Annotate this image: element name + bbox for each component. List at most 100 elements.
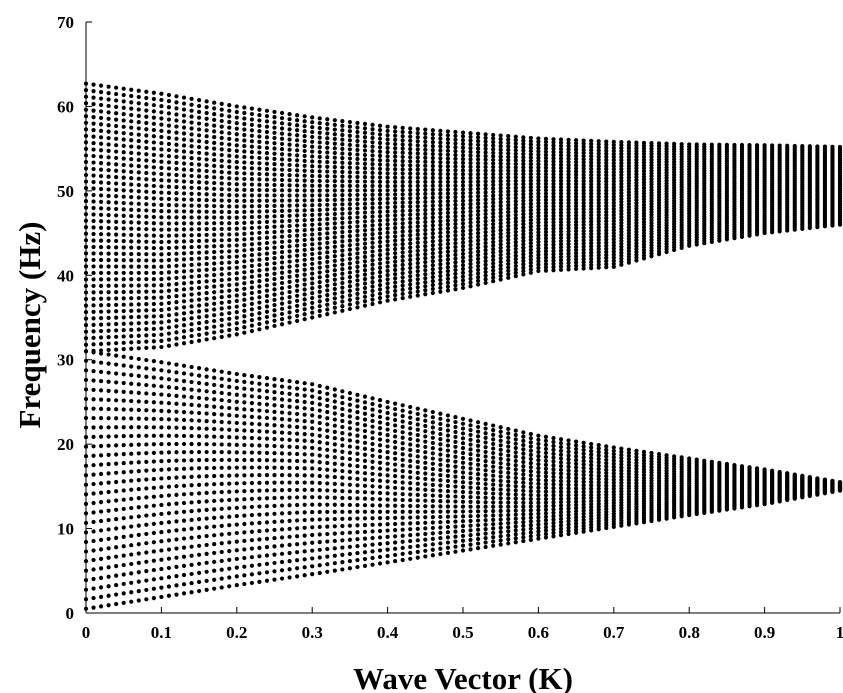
upper-branch-point bbox=[408, 134, 413, 139]
upper-branch-point bbox=[249, 258, 254, 263]
upper-branch-point bbox=[475, 271, 481, 276]
lower-branch-point bbox=[362, 529, 368, 534]
upper-branch-point bbox=[596, 185, 601, 190]
lower-branch-point bbox=[114, 545, 119, 550]
upper-branch-point bbox=[423, 248, 428, 253]
lower-branch-point bbox=[611, 483, 616, 488]
upper-branch-point bbox=[257, 305, 262, 310]
upper-branch-point bbox=[106, 123, 111, 128]
upper-branch-point bbox=[310, 208, 315, 213]
lower-branch-point bbox=[287, 391, 292, 396]
upper-branch-point bbox=[219, 266, 224, 271]
lower-branch-point bbox=[521, 430, 526, 435]
lower-branch-point bbox=[589, 480, 594, 485]
upper-branch-point bbox=[219, 175, 224, 180]
upper-branch-point bbox=[415, 244, 420, 249]
upper-branch-point bbox=[581, 154, 586, 159]
upper-branch-point bbox=[249, 177, 254, 182]
upper-branch-point bbox=[574, 257, 579, 262]
lower-branch-point bbox=[430, 420, 435, 425]
upper-branch-point bbox=[302, 237, 307, 243]
lower-branch-point bbox=[91, 397, 96, 402]
upper-branch-point bbox=[174, 112, 179, 117]
upper-branch-point bbox=[408, 282, 413, 287]
upper-branch-point bbox=[566, 150, 571, 155]
upper-branch-point bbox=[340, 239, 345, 244]
lower-branch-point bbox=[159, 400, 164, 405]
upper-branch-point bbox=[528, 171, 533, 177]
upper-branch-point bbox=[423, 147, 428, 152]
upper-branch-point bbox=[227, 209, 232, 215]
lower-branch-point bbox=[506, 541, 511, 546]
upper-branch-point bbox=[136, 88, 141, 93]
lower-branch-point bbox=[106, 517, 111, 523]
upper-branch-point bbox=[513, 165, 518, 170]
upper-branch-point bbox=[596, 234, 601, 239]
lower-branch-point bbox=[287, 411, 292, 416]
upper-branch-point bbox=[159, 134, 164, 140]
upper-branch-point bbox=[242, 319, 247, 324]
lower-branch-point bbox=[475, 527, 481, 532]
upper-branch-point bbox=[408, 265, 413, 271]
upper-branch-point bbox=[121, 194, 126, 199]
lower-branch-point bbox=[536, 481, 541, 486]
lower-branch-point bbox=[136, 433, 141, 439]
upper-branch-point bbox=[475, 186, 481, 192]
lower-branch-point bbox=[385, 421, 390, 427]
upper-branch-point bbox=[415, 167, 420, 172]
upper-branch-point bbox=[91, 205, 96, 211]
upper-branch-point bbox=[385, 247, 390, 252]
lower-branch-point bbox=[197, 499, 202, 504]
lower-branch-point bbox=[430, 446, 435, 451]
upper-branch-point bbox=[264, 325, 270, 330]
lower-branch-point bbox=[310, 394, 315, 399]
upper-branch-point bbox=[272, 172, 277, 177]
upper-branch-point bbox=[287, 193, 292, 198]
lower-branch-point bbox=[483, 495, 488, 500]
lower-branch-point bbox=[430, 553, 435, 558]
upper-branch-point bbox=[249, 318, 254, 323]
upper-branch-point bbox=[438, 242, 443, 247]
upper-branch-point bbox=[370, 192, 375, 197]
lower-branch-point bbox=[566, 457, 571, 462]
lower-branch-point bbox=[129, 433, 134, 439]
upper-branch-point bbox=[438, 171, 443, 177]
upper-branch-point bbox=[506, 251, 511, 256]
lower-branch-point bbox=[393, 412, 398, 417]
upper-branch-point bbox=[302, 287, 307, 292]
upper-branch-point bbox=[362, 206, 368, 211]
upper-branch-point bbox=[596, 219, 601, 224]
lower-branch-point bbox=[445, 540, 451, 545]
upper-branch-point bbox=[181, 233, 187, 238]
upper-branch-point bbox=[498, 210, 503, 215]
upper-branch-point bbox=[475, 183, 481, 188]
lower-branch-point bbox=[302, 387, 307, 392]
upper-branch-point bbox=[325, 235, 330, 241]
upper-branch-point bbox=[506, 223, 511, 229]
lower-branch-point bbox=[385, 522, 390, 527]
lower-branch-point bbox=[151, 416, 156, 421]
upper-branch-point bbox=[136, 151, 141, 156]
lower-branch-point bbox=[528, 465, 533, 470]
upper-branch-point bbox=[234, 326, 239, 331]
upper-branch-point bbox=[98, 193, 104, 198]
upper-branch-point bbox=[604, 179, 609, 184]
upper-branch-point bbox=[551, 229, 556, 234]
lower-branch-point bbox=[483, 458, 488, 464]
lower-branch-point bbox=[310, 487, 315, 492]
lower-branch-point bbox=[491, 478, 496, 483]
lower-branch-point bbox=[212, 473, 217, 479]
lower-branch-point bbox=[453, 504, 458, 509]
lower-branch-point bbox=[272, 473, 277, 478]
upper-branch-point bbox=[566, 204, 571, 209]
lower-branch-point bbox=[491, 423, 496, 428]
lower-branch-point bbox=[227, 514, 232, 519]
upper-branch-point bbox=[453, 252, 458, 257]
upper-branch-point bbox=[355, 210, 360, 216]
upper-branch-point bbox=[536, 256, 541, 261]
upper-branch-point bbox=[317, 207, 322, 212]
upper-branch-point bbox=[355, 242, 360, 247]
upper-branch-point bbox=[249, 215, 254, 220]
upper-branch-point bbox=[174, 148, 179, 153]
lower-branch-point bbox=[521, 523, 526, 529]
